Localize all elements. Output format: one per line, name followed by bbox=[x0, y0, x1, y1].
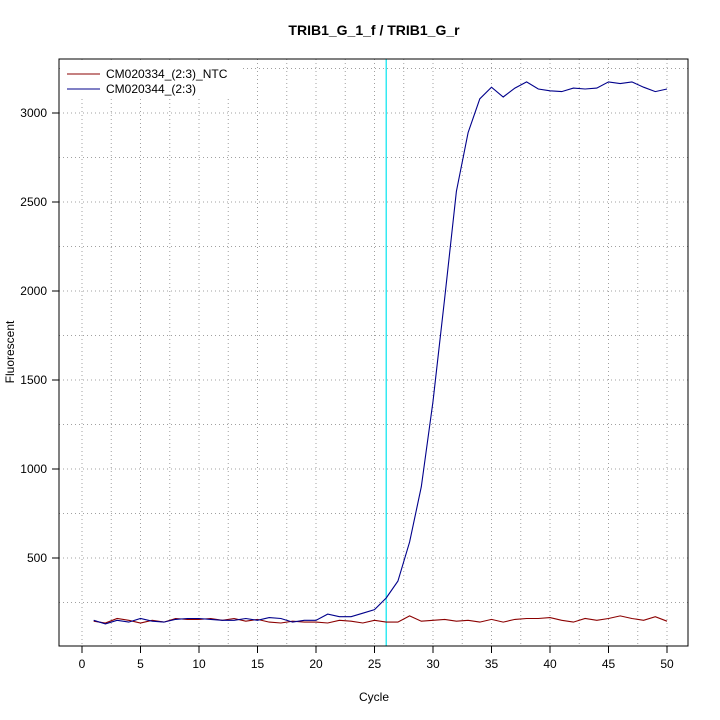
series-line-2 bbox=[93, 81, 668, 625]
y-tick-label: 1500 bbox=[20, 373, 47, 387]
y-axis-label: Fluorescent bbox=[3, 320, 17, 383]
x-tick-label: 25 bbox=[368, 657, 382, 671]
x-tick-label: 0 bbox=[79, 657, 86, 671]
x-axis-label: Cycle bbox=[359, 690, 389, 704]
x-tick-label: 45 bbox=[602, 657, 616, 671]
y-tick-label: 500 bbox=[27, 551, 47, 565]
x-tick-label: 15 bbox=[251, 657, 265, 671]
series-layer bbox=[93, 81, 668, 625]
x-tick-label: 10 bbox=[192, 657, 206, 671]
series-line-1 bbox=[93, 615, 668, 624]
y-tick-label: 2500 bbox=[20, 195, 47, 209]
x-tick-label: 30 bbox=[426, 657, 440, 671]
y-tick-label: 2000 bbox=[20, 284, 47, 298]
y-tick-label: 1000 bbox=[20, 462, 47, 476]
x-tick-label: 20 bbox=[309, 657, 323, 671]
y-tick-label: 3000 bbox=[20, 106, 47, 120]
plot-border bbox=[58, 58, 689, 647]
x-tick-label: 5 bbox=[137, 657, 144, 671]
legend-label-2: CM020344_(2:3) bbox=[106, 82, 196, 96]
x-tick-label: 35 bbox=[485, 657, 499, 671]
grid bbox=[59, 59, 688, 646]
x-tick-label: 40 bbox=[543, 657, 557, 671]
legend-box bbox=[60, 60, 240, 98]
chart-title: TRIB1_G_1_f / TRIB1_G_r bbox=[288, 22, 460, 38]
legend-label-1: CM020334_(2:3)_NTC bbox=[106, 67, 228, 81]
axes: 0 5 10 15 20 25 30 35 40 45 50 500 1000 1500 2000 2500 3… bbox=[20, 106, 674, 671]
x-tick-label: 50 bbox=[660, 657, 674, 671]
